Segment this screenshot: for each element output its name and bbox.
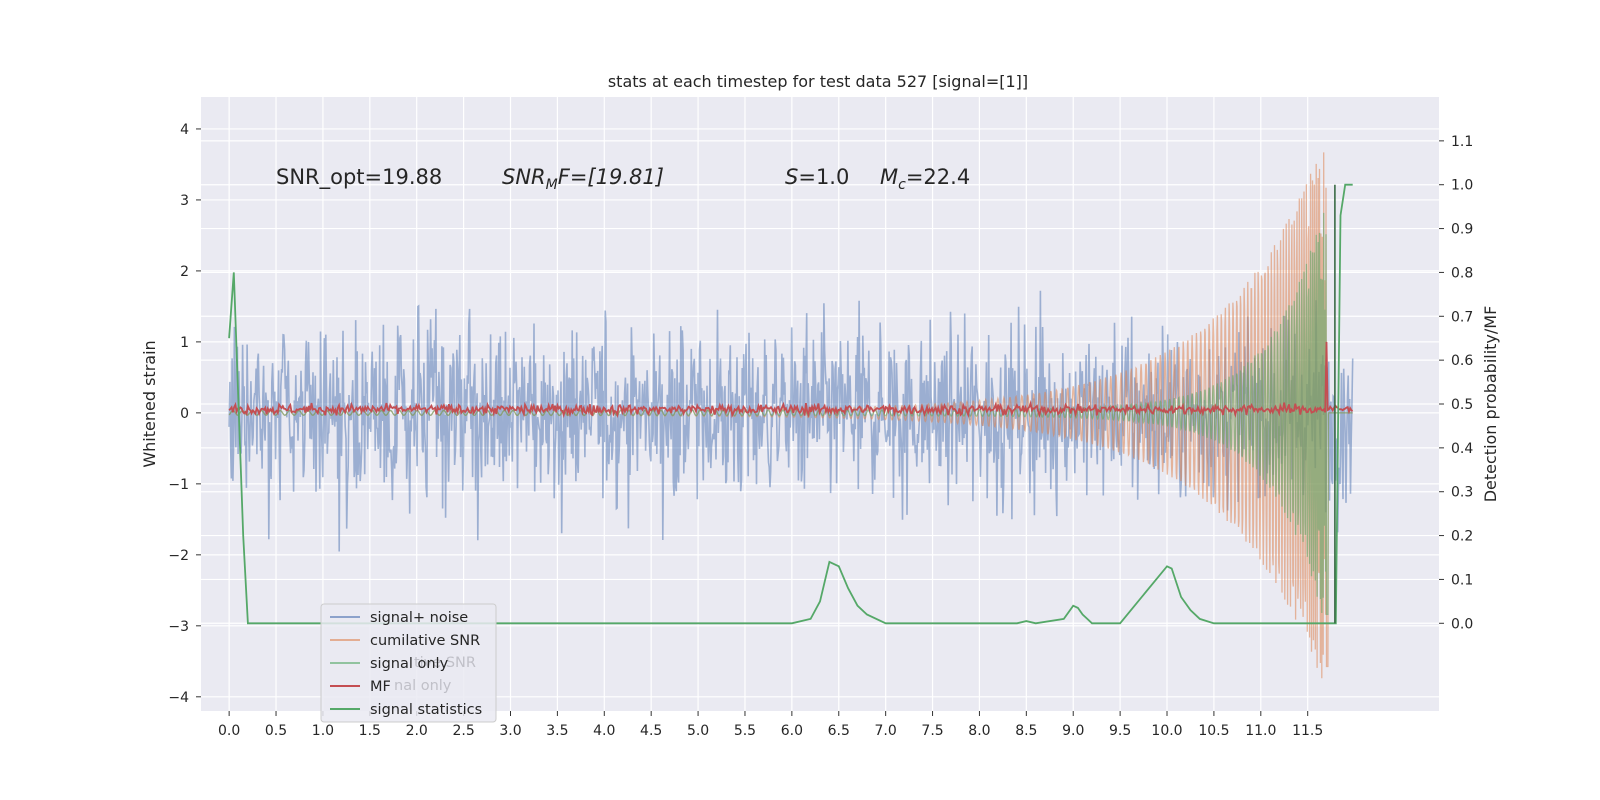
y-right-tick-label: 1.1: [1451, 134, 1473, 150]
x-tick-label: 2.5: [452, 723, 474, 739]
x-tick-label: 7.5: [921, 723, 943, 739]
legend: tive SNR nal only signal+ noise cumilati…: [320, 603, 497, 723]
x-tick-label: 9.5: [1109, 723, 1131, 739]
x-tick-label: 6.5: [828, 723, 850, 739]
y-axis-label: Whitened strain: [140, 340, 159, 467]
y-tick-label: 1: [180, 335, 189, 351]
mf-line: [228, 341, 1353, 419]
y-right-tick-label: 0.4: [1451, 441, 1473, 457]
x-tick-label: 6.0: [781, 723, 803, 739]
y-axis-ticks: 4 3 2 1 0 −1 −2 −3 −4: [168, 122, 201, 706]
x-axis-ticks: 0.0 0.5 1.0 1.5 2.0 2.5 3.0 3.5 4.0 4.5 5.0 5.5 6.0 6…: [218, 711, 1323, 739]
series-signal-only: [228, 212, 1353, 616]
y-tick-label: 2: [180, 264, 189, 280]
x-tick-label: 4.0: [593, 723, 615, 739]
annotation-mc: Mc=22.4: [880, 165, 970, 193]
series-mf: [228, 341, 1353, 419]
annotation-snr-mf: SNRMF=[19.81]: [502, 165, 664, 193]
x-tick-label: 9.0: [1062, 723, 1084, 739]
y-tick-label: 3: [180, 193, 189, 209]
y-right-tick-label: 0.8: [1451, 265, 1473, 281]
y-right-tick-label: 1.0: [1451, 178, 1473, 194]
legend-box: [320, 603, 497, 723]
y-right-tick-label: 0.7: [1451, 309, 1473, 325]
y-right-tick-label: 0.5: [1451, 397, 1473, 413]
legend-label-mf: MF: [370, 679, 391, 695]
legend-label-signal-only: signal only: [370, 656, 449, 672]
annotation-snr-opt: SNR_opt=19.88: [276, 165, 442, 190]
y-right-tick-label: 0.6: [1451, 353, 1473, 369]
legend-ghost-signal-only: nal only: [394, 678, 452, 694]
x-tick-label: 0.5: [265, 723, 287, 739]
x-tick-label: 4.5: [640, 723, 662, 739]
annotation-s: S=1.0: [785, 165, 849, 189]
legend-ghost-cumulative-snr: tive SNR: [414, 655, 476, 671]
y-tick-label: −4: [168, 690, 189, 706]
x-tick-label: 10.5: [1198, 723, 1229, 739]
x-tick-label: 11.5: [1292, 723, 1323, 739]
chart-title: stats at each timestep for test data 527…: [608, 72, 1028, 91]
x-tick-label: 8.5: [1015, 723, 1037, 739]
signal-only-line: [228, 212, 1353, 616]
x-tick-label: 5.5: [734, 723, 756, 739]
y-right-tick-label: 0.3: [1451, 485, 1473, 501]
legend-label-cumulative-snr: cumilative SNR: [370, 633, 480, 649]
y-right-axis-ticks: 1.1 1.0 0.9 0.8 0.7 0.6 0.5 0.4 0.3 0.2 0.1 0.0: [1439, 134, 1473, 632]
x-tick-label: 7.0: [875, 723, 897, 739]
x-tick-label: 1.0: [312, 723, 334, 739]
x-tick-label: 1.5: [359, 723, 381, 739]
x-tick-label: 8.0: [968, 723, 990, 739]
y-right-tick-label: 0.0: [1451, 616, 1473, 632]
y-right-tick-label: 0.2: [1451, 529, 1473, 545]
y-right-tick-label: 0.9: [1451, 222, 1473, 238]
y-right-axis-label: Detection probability/MF: [1481, 306, 1500, 503]
x-tick-label: 11.0: [1245, 723, 1276, 739]
x-tick-label: 10.0: [1151, 723, 1182, 739]
x-tick-label: 2.0: [406, 723, 428, 739]
legend-label-signal-noise: signal+ noise: [370, 610, 468, 626]
y-tick-label: 0: [180, 406, 189, 422]
y-tick-label: −3: [168, 619, 189, 635]
y-right-tick-label: 0.1: [1451, 572, 1473, 588]
y-tick-label: −2: [168, 548, 189, 564]
x-tick-label: 5.0: [687, 723, 709, 739]
x-tick-label: 3.5: [546, 723, 568, 739]
y-tick-label: −1: [168, 477, 189, 493]
x-tick-label: 0.0: [218, 723, 240, 739]
x-tick-label: 3.0: [499, 723, 521, 739]
legend-label-signal-statistics: signal statistics: [370, 702, 482, 718]
y-tick-label: 4: [180, 122, 189, 138]
